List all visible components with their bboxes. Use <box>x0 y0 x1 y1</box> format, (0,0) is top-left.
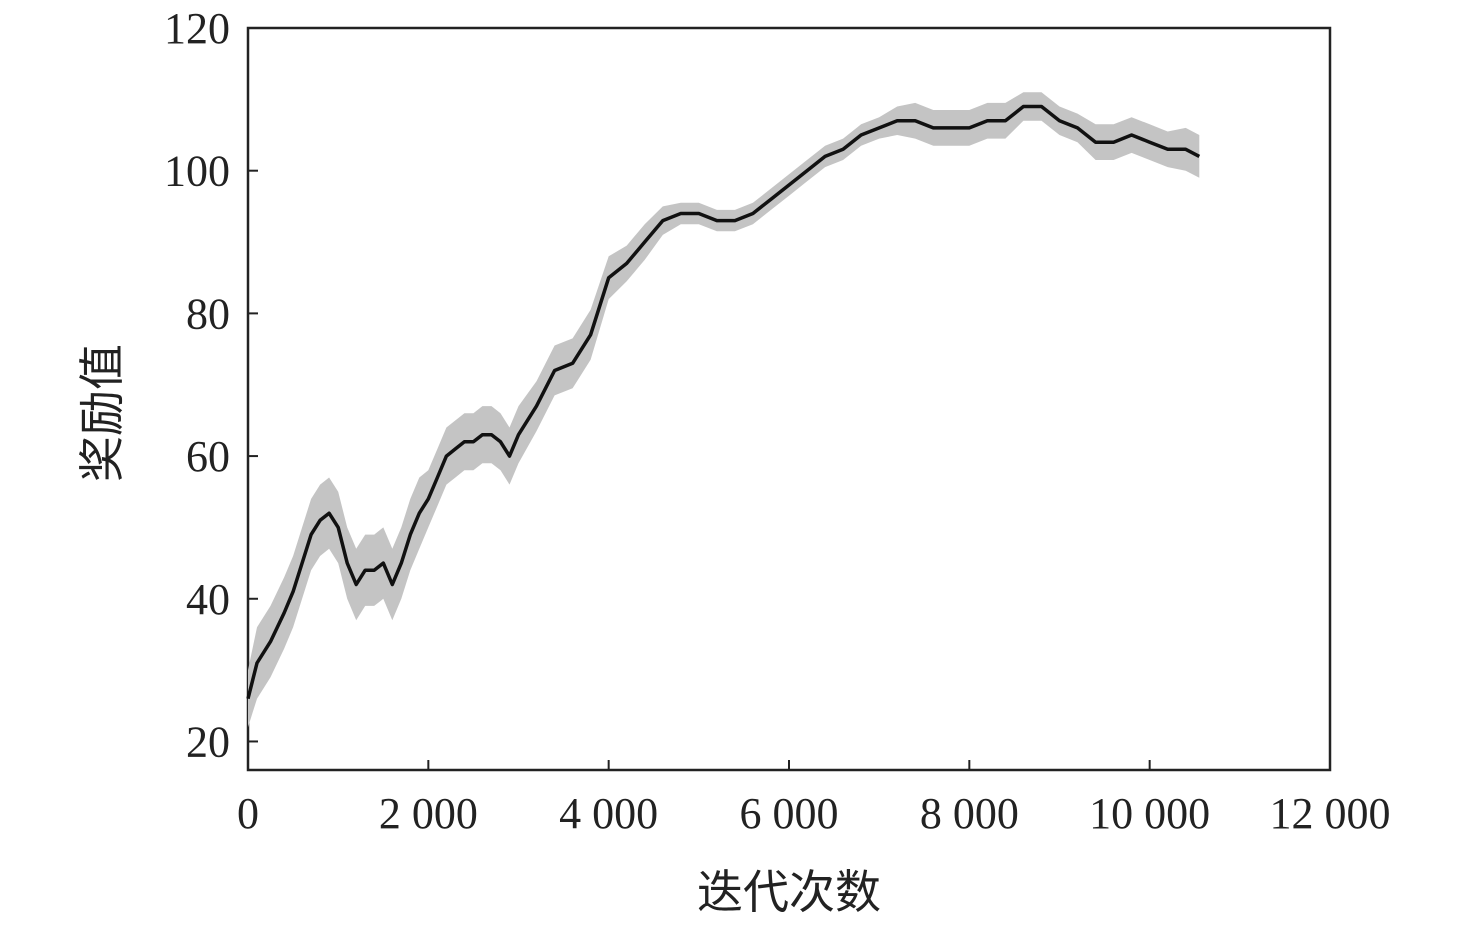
x-tick-label: 8 000 <box>920 789 1019 838</box>
x-axis-title: 迭代次数 <box>697 865 881 919</box>
x-tick-label: 2 000 <box>379 789 478 838</box>
y-tick-label: 20 <box>186 717 230 766</box>
y-axis-title: 奖励值 <box>75 344 129 482</box>
confidence-band <box>248 92 1200 728</box>
y-tick-label: 120 <box>164 4 230 53</box>
reward-line <box>246 104 1201 700</box>
x-tick-label: 6 000 <box>740 789 839 838</box>
x-tick-label: 0 <box>237 789 259 838</box>
y-axis-ticks: 20 40 60 80 100 120 <box>164 4 258 766</box>
y-tick-label: 100 <box>164 147 230 196</box>
data-line-layer <box>246 104 1201 700</box>
y-tick-label: 80 <box>186 289 230 338</box>
x-tick-label: 4 000 <box>559 789 658 838</box>
x-axis-ticks: 0 2 000 4 000 6 000 8 000 10 000 12 000 <box>237 760 1391 838</box>
y-tick-label: 60 <box>186 432 230 481</box>
x-tick-label: 10 000 <box>1089 789 1210 838</box>
x-tick-label: 12 000 <box>1270 789 1391 838</box>
y-tick-label: 40 <box>186 575 230 624</box>
confidence-band-layer <box>248 92 1200 728</box>
